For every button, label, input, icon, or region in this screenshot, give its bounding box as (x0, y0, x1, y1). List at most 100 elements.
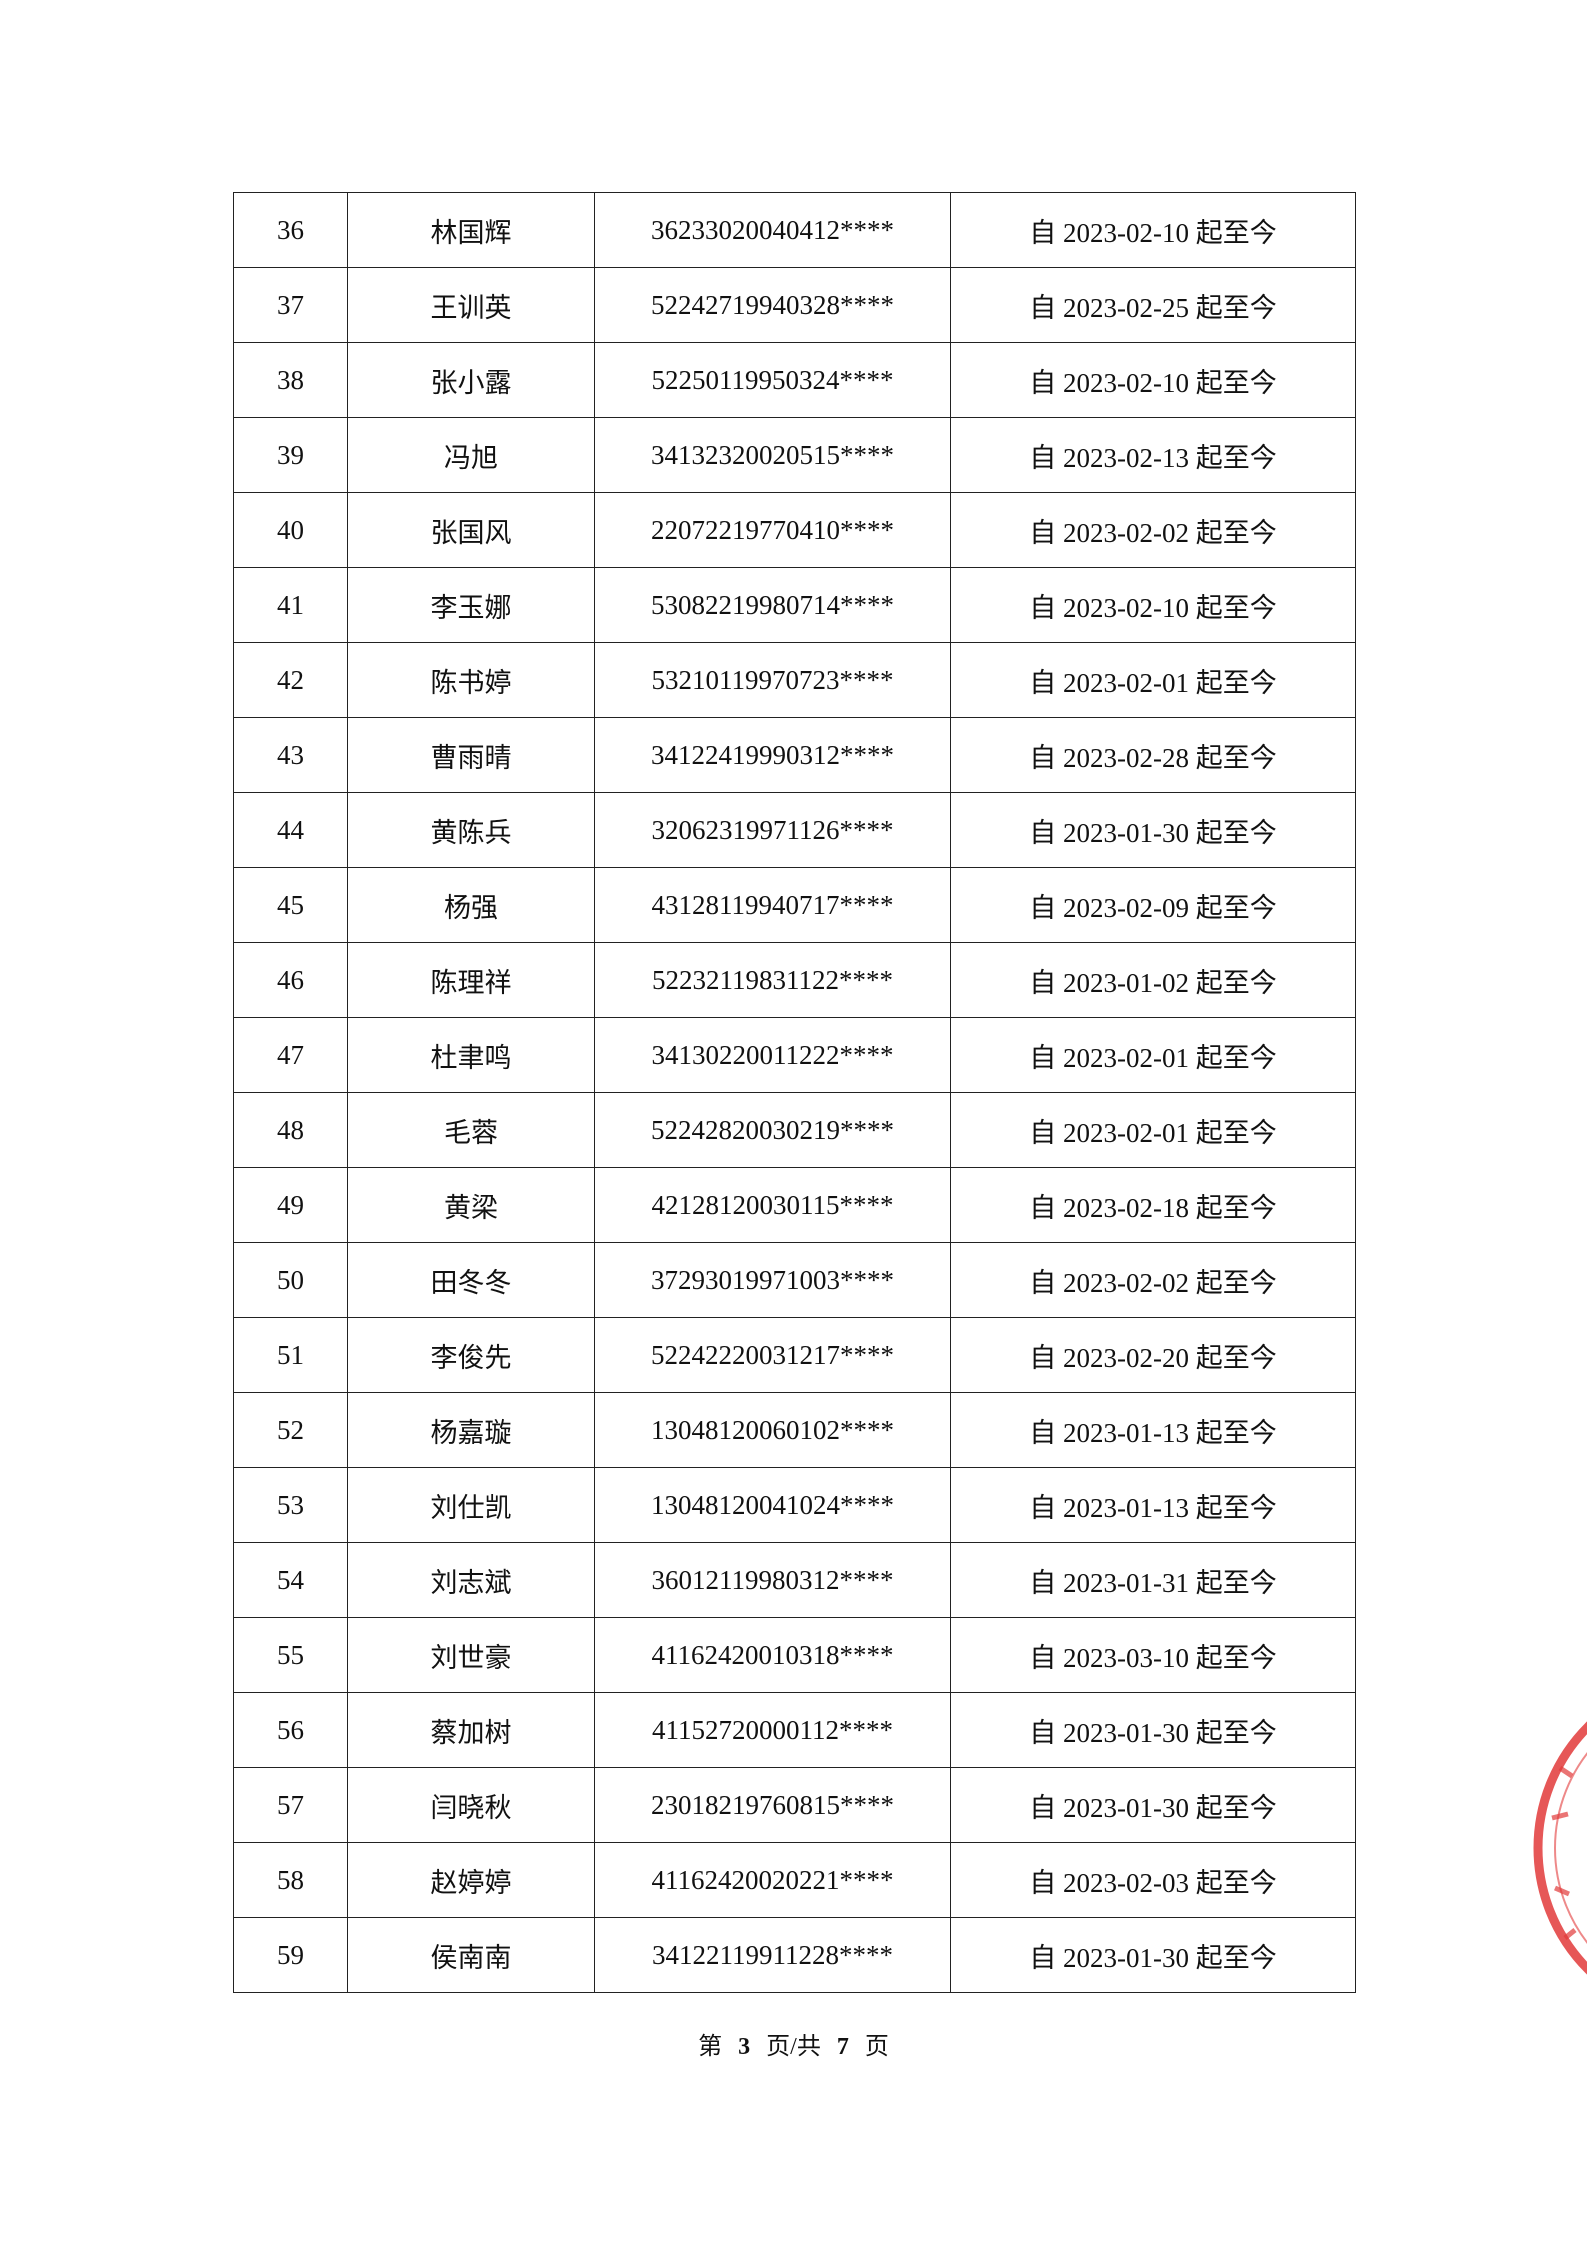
row-number: 58 (233, 1842, 348, 1918)
row-number: 40 (233, 492, 348, 568)
table-row: 38 张小露 52250119950324**** 自 2023-02-10 起至今 (233, 342, 1356, 418)
row-number: 43 (233, 717, 348, 793)
date-range: 自 2023-02-01 起至今 (950, 642, 1356, 718)
table-row: 37 王训英 52242719940328**** 自 2023-02-25 起至今 (233, 267, 1356, 343)
date-range: 自 2023-01-31 起至今 (950, 1542, 1356, 1618)
date-range: 自 2023-02-20 起至今 (950, 1317, 1356, 1393)
page-footer: 第 3 页/共 7 页 (0, 2026, 1587, 2061)
name: 黄陈兵 (347, 792, 595, 868)
name: 李俊先 (347, 1317, 595, 1393)
id-number: 52242220031217**** (594, 1317, 951, 1393)
date-range: 自 2023-01-02 起至今 (950, 942, 1356, 1018)
name: 杜聿鸣 (347, 1017, 595, 1093)
name: 王训英 (347, 267, 595, 343)
date-range: 自 2023-02-09 起至今 (950, 867, 1356, 943)
date-range: 自 2023-01-30 起至今 (950, 1917, 1356, 1993)
id-number: 34122119911228**** (594, 1917, 951, 1993)
date-range: 自 2023-02-02 起至今 (950, 1242, 1356, 1318)
table-row: 53 刘仕凯 13048120041024**** 自 2023-01-13 起至今 (233, 1467, 1356, 1543)
date-range: 自 2023-03-10 起至今 (950, 1617, 1356, 1693)
table-row: 55 刘世豪 41162420010318**** 自 2023-03-10 起至今 (233, 1617, 1356, 1693)
table-row: 46 陈理祥 52232119831122**** 自 2023-01-02 起至今 (233, 942, 1356, 1018)
page-total: 7 (836, 2034, 849, 2060)
table-row: 52 杨嘉璇 13048120060102**** 自 2023-01-13 起至今 (233, 1392, 1356, 1468)
footer-text: 第 (698, 2034, 723, 2060)
id-number: 32062319971126**** (594, 792, 951, 868)
table-row: 45 杨强 43128119940717**** 自 2023-02-09 起至今 (233, 867, 1356, 943)
row-number: 53 (233, 1467, 348, 1543)
table-row: 39 冯旭 34132320020515**** 自 2023-02-13 起至今 (233, 417, 1356, 493)
roster-table: 36 林国辉 36233020040412**** 自 2023-02-10 起至今 3… (233, 192, 1356, 1993)
row-number: 59 (233, 1917, 348, 1993)
row-number: 42 (233, 642, 348, 718)
table-row: 58 赵婷婷 41162420020221**** 自 2023-02-03 起至今 (233, 1842, 1356, 1918)
name: 刘仕凯 (347, 1467, 595, 1543)
table-row: 43 曹雨晴 34122419990312**** 自 2023-02-28 起至今 (233, 717, 1356, 793)
row-number: 49 (233, 1167, 348, 1243)
date-range: 自 2023-01-30 起至今 (950, 1692, 1356, 1768)
name: 刘志斌 (347, 1542, 595, 1618)
date-range: 自 2023-02-10 起至今 (950, 567, 1356, 643)
row-number: 56 (233, 1692, 348, 1768)
date-range: 自 2023-02-01 起至今 (950, 1017, 1356, 1093)
date-range: 自 2023-01-30 起至今 (950, 792, 1356, 868)
id-number: 13048120060102**** (594, 1392, 951, 1468)
id-number: 52242820030219**** (594, 1092, 951, 1168)
seal-stamp (1533, 1721, 1587, 1975)
name: 侯南南 (347, 1917, 595, 1993)
table-row: 41 李玉娜 53082219980714**** 自 2023-02-10 起至今 (233, 567, 1356, 643)
date-range: 自 2023-02-10 起至今 (950, 192, 1356, 268)
page-number: 3 (738, 2034, 751, 2060)
name: 刘世豪 (347, 1617, 595, 1693)
table-row: 47 杜聿鸣 34130220011222**** 自 2023-02-01 起至今 (233, 1017, 1356, 1093)
id-number: 41162420020221**** (594, 1842, 951, 1918)
id-number: 53210119970723**** (594, 642, 951, 718)
table-row: 59 侯南南 34122119911228**** 自 2023-01-30 起至今 (233, 1917, 1356, 1993)
table-row: 51 李俊先 52242220031217**** 自 2023-02-20 起至今 (233, 1317, 1356, 1393)
date-range: 自 2023-02-28 起至今 (950, 717, 1356, 793)
name: 李玉娜 (347, 567, 595, 643)
footer-text: 页/共 (766, 2034, 821, 2060)
row-number: 46 (233, 942, 348, 1018)
id-number: 52242719940328**** (594, 267, 951, 343)
date-range: 自 2023-02-03 起至今 (950, 1842, 1356, 1918)
id-number: 36012119980312**** (594, 1542, 951, 1618)
id-number: 36233020040412**** (594, 192, 951, 268)
row-number: 39 (233, 417, 348, 493)
id-number: 41152720000112**** (594, 1692, 951, 1768)
date-range: 自 2023-01-13 起至今 (950, 1392, 1356, 1468)
id-number: 52250119950324**** (594, 342, 951, 418)
name: 田冬冬 (347, 1242, 595, 1318)
table-row: 42 陈书婷 53210119970723**** 自 2023-02-01 起至今 (233, 642, 1356, 718)
name: 林国辉 (347, 192, 595, 268)
name: 陈书婷 (347, 642, 595, 718)
row-number: 50 (233, 1242, 348, 1318)
date-range: 自 2023-02-18 起至今 (950, 1167, 1356, 1243)
name: 曹雨晴 (347, 717, 595, 793)
name: 张国风 (347, 492, 595, 568)
table-row: 57 闫晓秋 23018219760815**** 自 2023-01-30 起至今 (233, 1767, 1356, 1843)
id-number: 22072219770410**** (594, 492, 951, 568)
id-number: 37293019971003**** (594, 1242, 951, 1318)
name: 蔡加树 (347, 1692, 595, 1768)
date-range: 自 2023-02-13 起至今 (950, 417, 1356, 493)
row-number: 45 (233, 867, 348, 943)
name: 张小露 (347, 342, 595, 418)
name: 赵婷婷 (347, 1842, 595, 1918)
row-number: 37 (233, 267, 348, 343)
id-number: 34132320020515**** (594, 417, 951, 493)
row-number: 41 (233, 567, 348, 643)
row-number: 36 (233, 192, 348, 268)
table-row: 40 张国风 22072219770410**** 自 2023-02-02 起至今 (233, 492, 1356, 568)
row-number: 54 (233, 1542, 348, 1618)
id-number: 43128119940717**** (594, 867, 951, 943)
name: 黄梁 (347, 1167, 595, 1243)
date-range: 自 2023-01-30 起至今 (950, 1767, 1356, 1843)
name: 杨强 (347, 867, 595, 943)
row-number: 38 (233, 342, 348, 418)
id-number: 23018219760815**** (594, 1767, 951, 1843)
name: 杨嘉璇 (347, 1392, 595, 1468)
table-row: 36 林国辉 36233020040412**** 自 2023-02-10 起至今 (233, 192, 1356, 268)
name: 闫晓秋 (347, 1767, 595, 1843)
